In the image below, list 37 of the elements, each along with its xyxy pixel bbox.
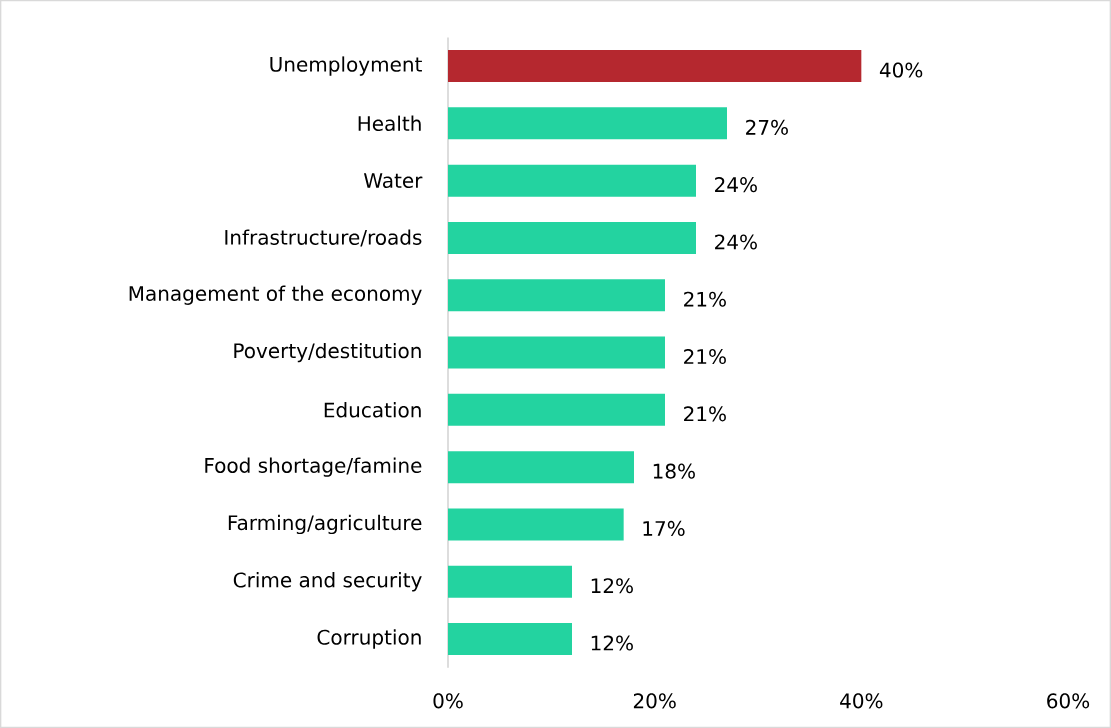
bar	[448, 508, 624, 541]
y-tick-label: Water	[363, 173, 423, 189]
data-label: 24%	[715, 234, 757, 250]
data-label: 27%	[746, 119, 788, 135]
y-tick-label: Corruption	[317, 629, 421, 649]
bar	[448, 50, 862, 83]
bar	[448, 221, 696, 254]
y-tick-label: Unemployment	[270, 56, 422, 76]
y-tick-label: Management of the economy	[129, 285, 422, 305]
x-tick-label: 60%	[1047, 693, 1090, 709]
x-tick-label: 40%	[840, 693, 883, 709]
x-tick-label: 0%	[433, 693, 463, 709]
y-tick-label: Health	[358, 115, 421, 132]
y-tick-label: Education	[324, 402, 421, 418]
data-label: 12%	[591, 578, 633, 594]
data-label: 12%	[591, 635, 633, 651]
y-tick-label: Infrastructure/roads	[225, 229, 422, 247]
bar	[448, 565, 572, 598]
bar	[448, 451, 634, 484]
bar	[448, 107, 727, 140]
bar	[448, 164, 696, 197]
bar	[448, 279, 665, 312]
data-label: 40%	[879, 62, 923, 78]
data-label: 17%	[643, 520, 685, 537]
bar	[448, 623, 572, 656]
y-tick-label: Farming/agriculture	[228, 514, 422, 535]
bar	[448, 336, 665, 369]
x-tick-label: 20%	[633, 693, 676, 709]
data-label: 21%	[684, 406, 726, 422]
data-label: 21%	[684, 348, 726, 365]
y-tick-label: Crime and security	[233, 572, 422, 592]
bar	[448, 393, 665, 426]
data-label: 18%	[653, 463, 695, 479]
data-label: 24%	[715, 177, 757, 193]
y-tick-label: Poverty/destitution	[234, 342, 421, 363]
y-tick-label: Food shortage/famine	[205, 457, 422, 477]
data-label: 21%	[684, 291, 726, 307]
